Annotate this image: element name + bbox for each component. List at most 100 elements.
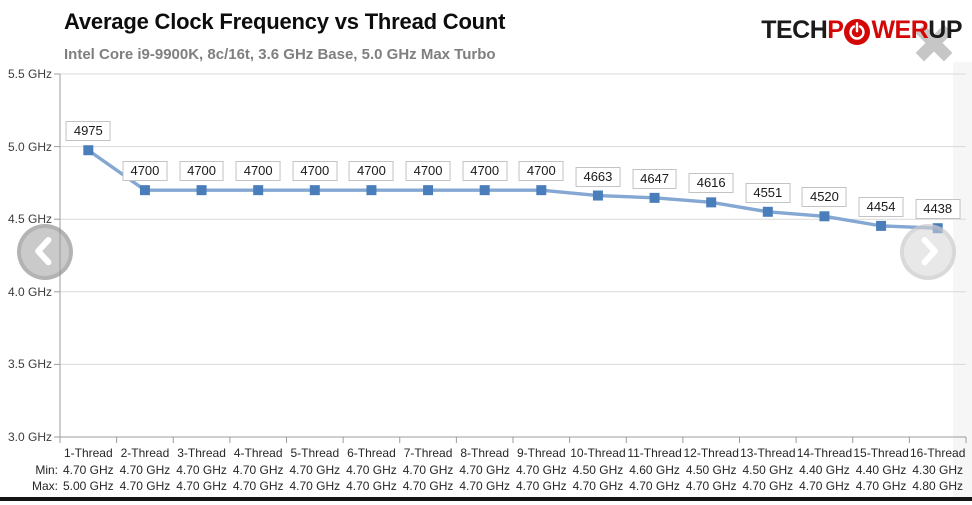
x-tick-label: 2-Thread <box>120 446 170 460</box>
max-value-cell: 4.70 GHz <box>799 479 850 493</box>
max-value-cell: 4.70 GHz <box>515 479 567 493</box>
data-point-marker <box>366 185 377 196</box>
min-value-cell: 4.50 GHz <box>742 463 794 477</box>
data-label: 4700 <box>462 161 508 182</box>
data-point-marker <box>876 220 887 231</box>
power-button-icon <box>844 18 871 45</box>
x-tick-label: 12-Thread <box>683 446 739 460</box>
data-point-marker <box>819 211 830 222</box>
min-value-cell: 4.70 GHz <box>176 463 227 477</box>
data-point-marker <box>83 145 94 156</box>
x-tick-label: 13-Thread <box>740 446 796 460</box>
x-tick-label: 3-Thread <box>177 446 226 460</box>
page-subtitle: Intel Core i9-9900K, 8c/16t, 3.6 GHz Bas… <box>64 46 496 63</box>
x-tick-label: 16-Thread <box>910 446 966 460</box>
x-tick-label: 1-Thread <box>63 446 113 460</box>
min-row-label: Min: <box>35 463 58 477</box>
x-tick-label: 7-Thread <box>403 446 453 460</box>
data-point-marker <box>762 206 773 217</box>
min-value-cell: 4.70 GHz <box>402 463 454 477</box>
max-value-cell: 4.70 GHz <box>119 479 171 493</box>
data-label: 4438 <box>915 199 961 220</box>
max-value-cell: 4.70 GHz <box>232 479 284 493</box>
logo-text-wer: WER <box>871 16 929 44</box>
x-tick-label: 6-Thread <box>347 446 396 460</box>
min-value-cell: 4.70 GHz <box>346 463 397 477</box>
y-tick-label: 5.5 GHz <box>7 67 52 81</box>
max-value-cell: 4.70 GHz <box>572 479 624 493</box>
max-value-cell: 4.80 GHz <box>912 479 964 493</box>
data-point-marker <box>706 197 717 208</box>
bottom-divider-bar <box>0 497 972 501</box>
data-point-marker <box>196 185 207 196</box>
data-label: 4454 <box>858 196 904 217</box>
data-point-marker <box>423 185 434 196</box>
data-label: 4551 <box>745 182 791 203</box>
data-label: 4647 <box>632 168 678 189</box>
data-label: 4700 <box>122 161 168 182</box>
x-tick-label: 10-Thread <box>570 446 626 460</box>
y-tick-label: 5.0 GHz <box>7 139 52 154</box>
data-point-marker <box>479 185 490 196</box>
data-label: 4700 <box>292 161 338 182</box>
min-value-cell: 4.30 GHz <box>912 463 964 477</box>
min-value-cell: 4.70 GHz <box>289 463 341 477</box>
x-tick-label: 11-Thread <box>627 446 682 460</box>
min-value-cell: 4.60 GHz <box>629 463 680 477</box>
max-value-cell: 4.70 GHz <box>742 479 794 493</box>
x-tick-label: 8-Thread <box>460 446 510 460</box>
data-label: 4663 <box>575 166 621 187</box>
logo-text-tech: TECH <box>761 16 828 44</box>
x-tick-label: 14-Thread <box>796 446 853 460</box>
data-label: 4975 <box>65 121 111 142</box>
max-value-cell: 4.70 GHz <box>346 479 397 493</box>
logo-text-up: UP <box>928 16 962 44</box>
min-value-cell: 4.70 GHz <box>459 463 511 477</box>
data-label: 4616 <box>688 173 734 194</box>
y-tick-label: 4.5 GHz <box>7 212 52 227</box>
min-value-cell: 4.70 GHz <box>232 463 284 477</box>
max-value-cell: 4.70 GHz <box>459 479 511 493</box>
min-value-cell: 4.50 GHz <box>685 463 737 477</box>
y-tick-label: 4.0 GHz <box>7 284 52 299</box>
data-label: 4700 <box>235 161 281 182</box>
y-tick-label: 3.5 GHz <box>7 357 52 372</box>
x-tick-label: 4-Thread <box>233 446 283 460</box>
max-value-cell: 4.70 GHz <box>629 479 680 493</box>
chevron-right-icon <box>921 237 938 266</box>
data-point-marker <box>649 192 660 203</box>
data-label: 4700 <box>348 161 394 182</box>
data-point-marker <box>536 185 547 196</box>
page-title: Average Clock Frequency vs Thread Count <box>64 9 506 34</box>
data-label: 4700 <box>405 161 451 182</box>
max-value-cell: 5.00 GHz <box>62 479 114 493</box>
max-value-cell: 4.70 GHz <box>855 479 907 493</box>
x-tick-label: 5-Thread <box>290 446 340 460</box>
next-chart-button[interactable] <box>900 224 956 280</box>
max-value-cell: 4.70 GHz <box>176 479 227 493</box>
min-value-cell: 4.70 GHz <box>62 463 114 477</box>
data-label: 4700 <box>179 161 225 182</box>
previous-chart-button[interactable] <box>17 224 73 280</box>
data-point-marker <box>253 185 264 196</box>
min-value-cell: 4.70 GHz <box>119 463 171 477</box>
max-value-cell: 4.70 GHz <box>289 479 341 493</box>
chevron-left-icon <box>35 237 52 266</box>
x-tick-label: 15-Thread <box>853 446 909 460</box>
techpowerup-logo: TECH P WER UP <box>761 16 962 45</box>
logo-text-p: P <box>827 16 844 44</box>
data-point-marker <box>309 185 320 196</box>
min-value-cell: 4.50 GHz <box>572 463 624 477</box>
data-point-marker <box>139 185 150 196</box>
max-row-label: Max: <box>31 479 58 493</box>
y-tick-label: 3.0 GHz <box>7 430 52 444</box>
background-strip <box>953 62 972 497</box>
max-value-cell: 4.70 GHz <box>402 479 454 493</box>
series-line <box>87 148 938 230</box>
x-tick-label: 9-Thread <box>516 446 566 460</box>
data-point-marker <box>592 190 603 201</box>
min-value-cell: 4.40 GHz <box>855 463 907 477</box>
